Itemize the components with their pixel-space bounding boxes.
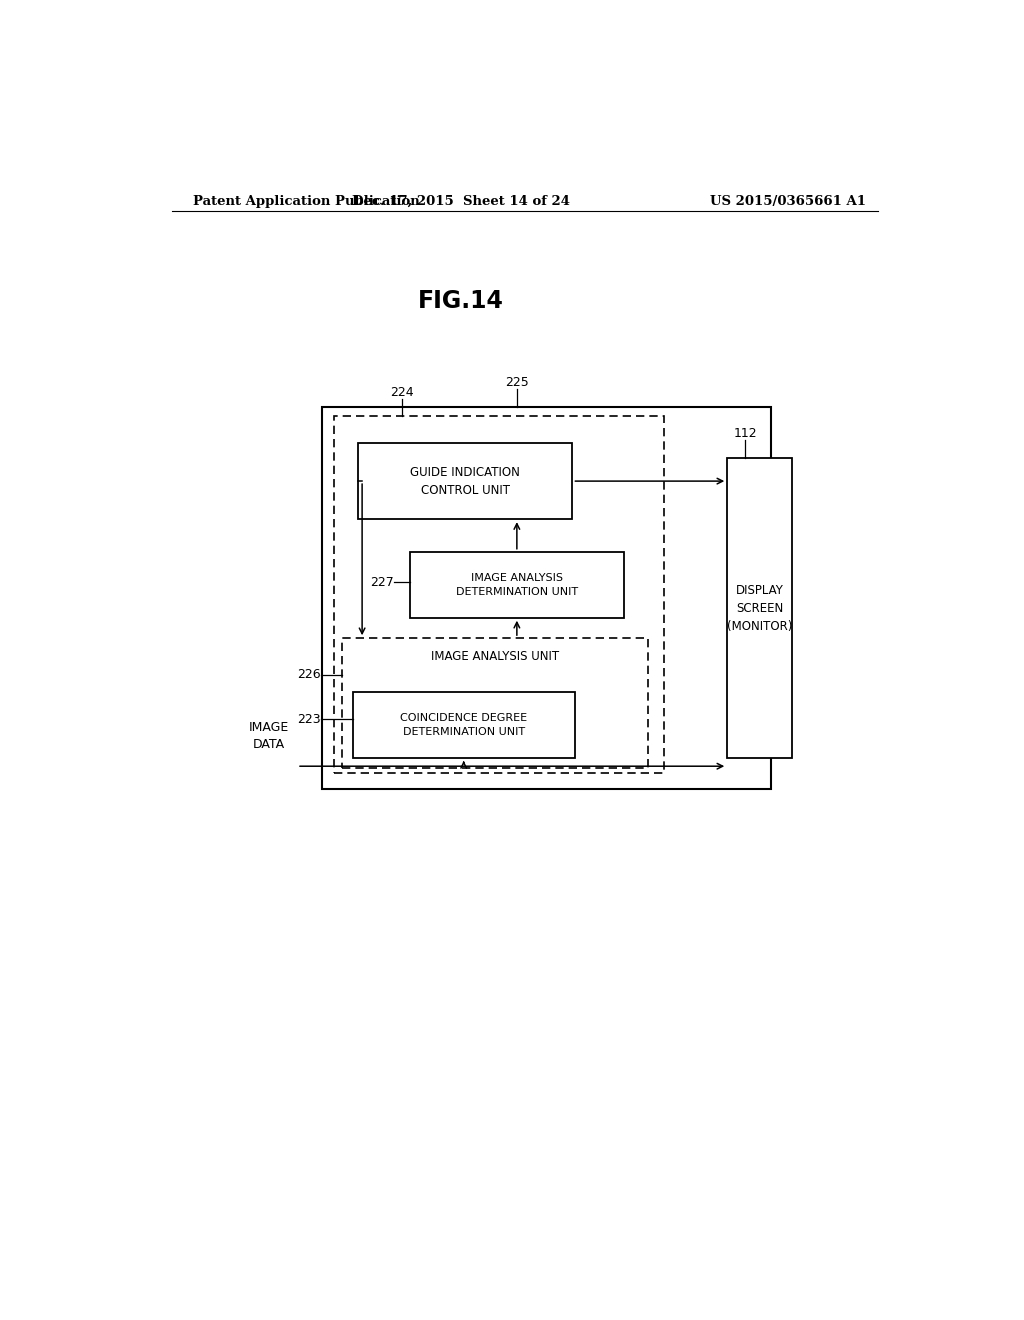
Bar bbox=[352, 692, 574, 758]
Text: IMAGE ANALYSIS UNIT: IMAGE ANALYSIS UNIT bbox=[431, 651, 559, 664]
Text: 225: 225 bbox=[505, 376, 528, 389]
Bar bbox=[334, 416, 664, 774]
Text: GUIDE INDICATION
CONTROL UNIT: GUIDE INDICATION CONTROL UNIT bbox=[411, 466, 520, 496]
Bar bbox=[727, 458, 793, 758]
Text: FIG.14: FIG.14 bbox=[419, 289, 504, 313]
Text: COINCIDENCE DEGREE
DETERMINATION UNIT: COINCIDENCE DEGREE DETERMINATION UNIT bbox=[400, 713, 527, 737]
Bar bbox=[342, 638, 648, 768]
Text: 227: 227 bbox=[370, 576, 394, 589]
Bar bbox=[323, 408, 771, 788]
Text: IMAGE ANALYSIS
DETERMINATION UNIT: IMAGE ANALYSIS DETERMINATION UNIT bbox=[456, 573, 578, 597]
Text: DISPLAY
SCREEN
(MONITOR): DISPLAY SCREEN (MONITOR) bbox=[727, 583, 793, 632]
Bar bbox=[358, 444, 572, 519]
Text: 226: 226 bbox=[297, 668, 321, 681]
Text: Patent Application Publication: Patent Application Publication bbox=[194, 194, 420, 207]
Text: US 2015/0365661 A1: US 2015/0365661 A1 bbox=[710, 194, 866, 207]
Bar bbox=[410, 552, 624, 618]
Text: Dec. 17, 2015  Sheet 14 of 24: Dec. 17, 2015 Sheet 14 of 24 bbox=[352, 194, 570, 207]
Text: 112: 112 bbox=[733, 426, 757, 440]
Text: IMAGE
DATA: IMAGE DATA bbox=[249, 721, 290, 751]
Text: 223: 223 bbox=[297, 713, 321, 726]
Text: 224: 224 bbox=[390, 387, 414, 399]
